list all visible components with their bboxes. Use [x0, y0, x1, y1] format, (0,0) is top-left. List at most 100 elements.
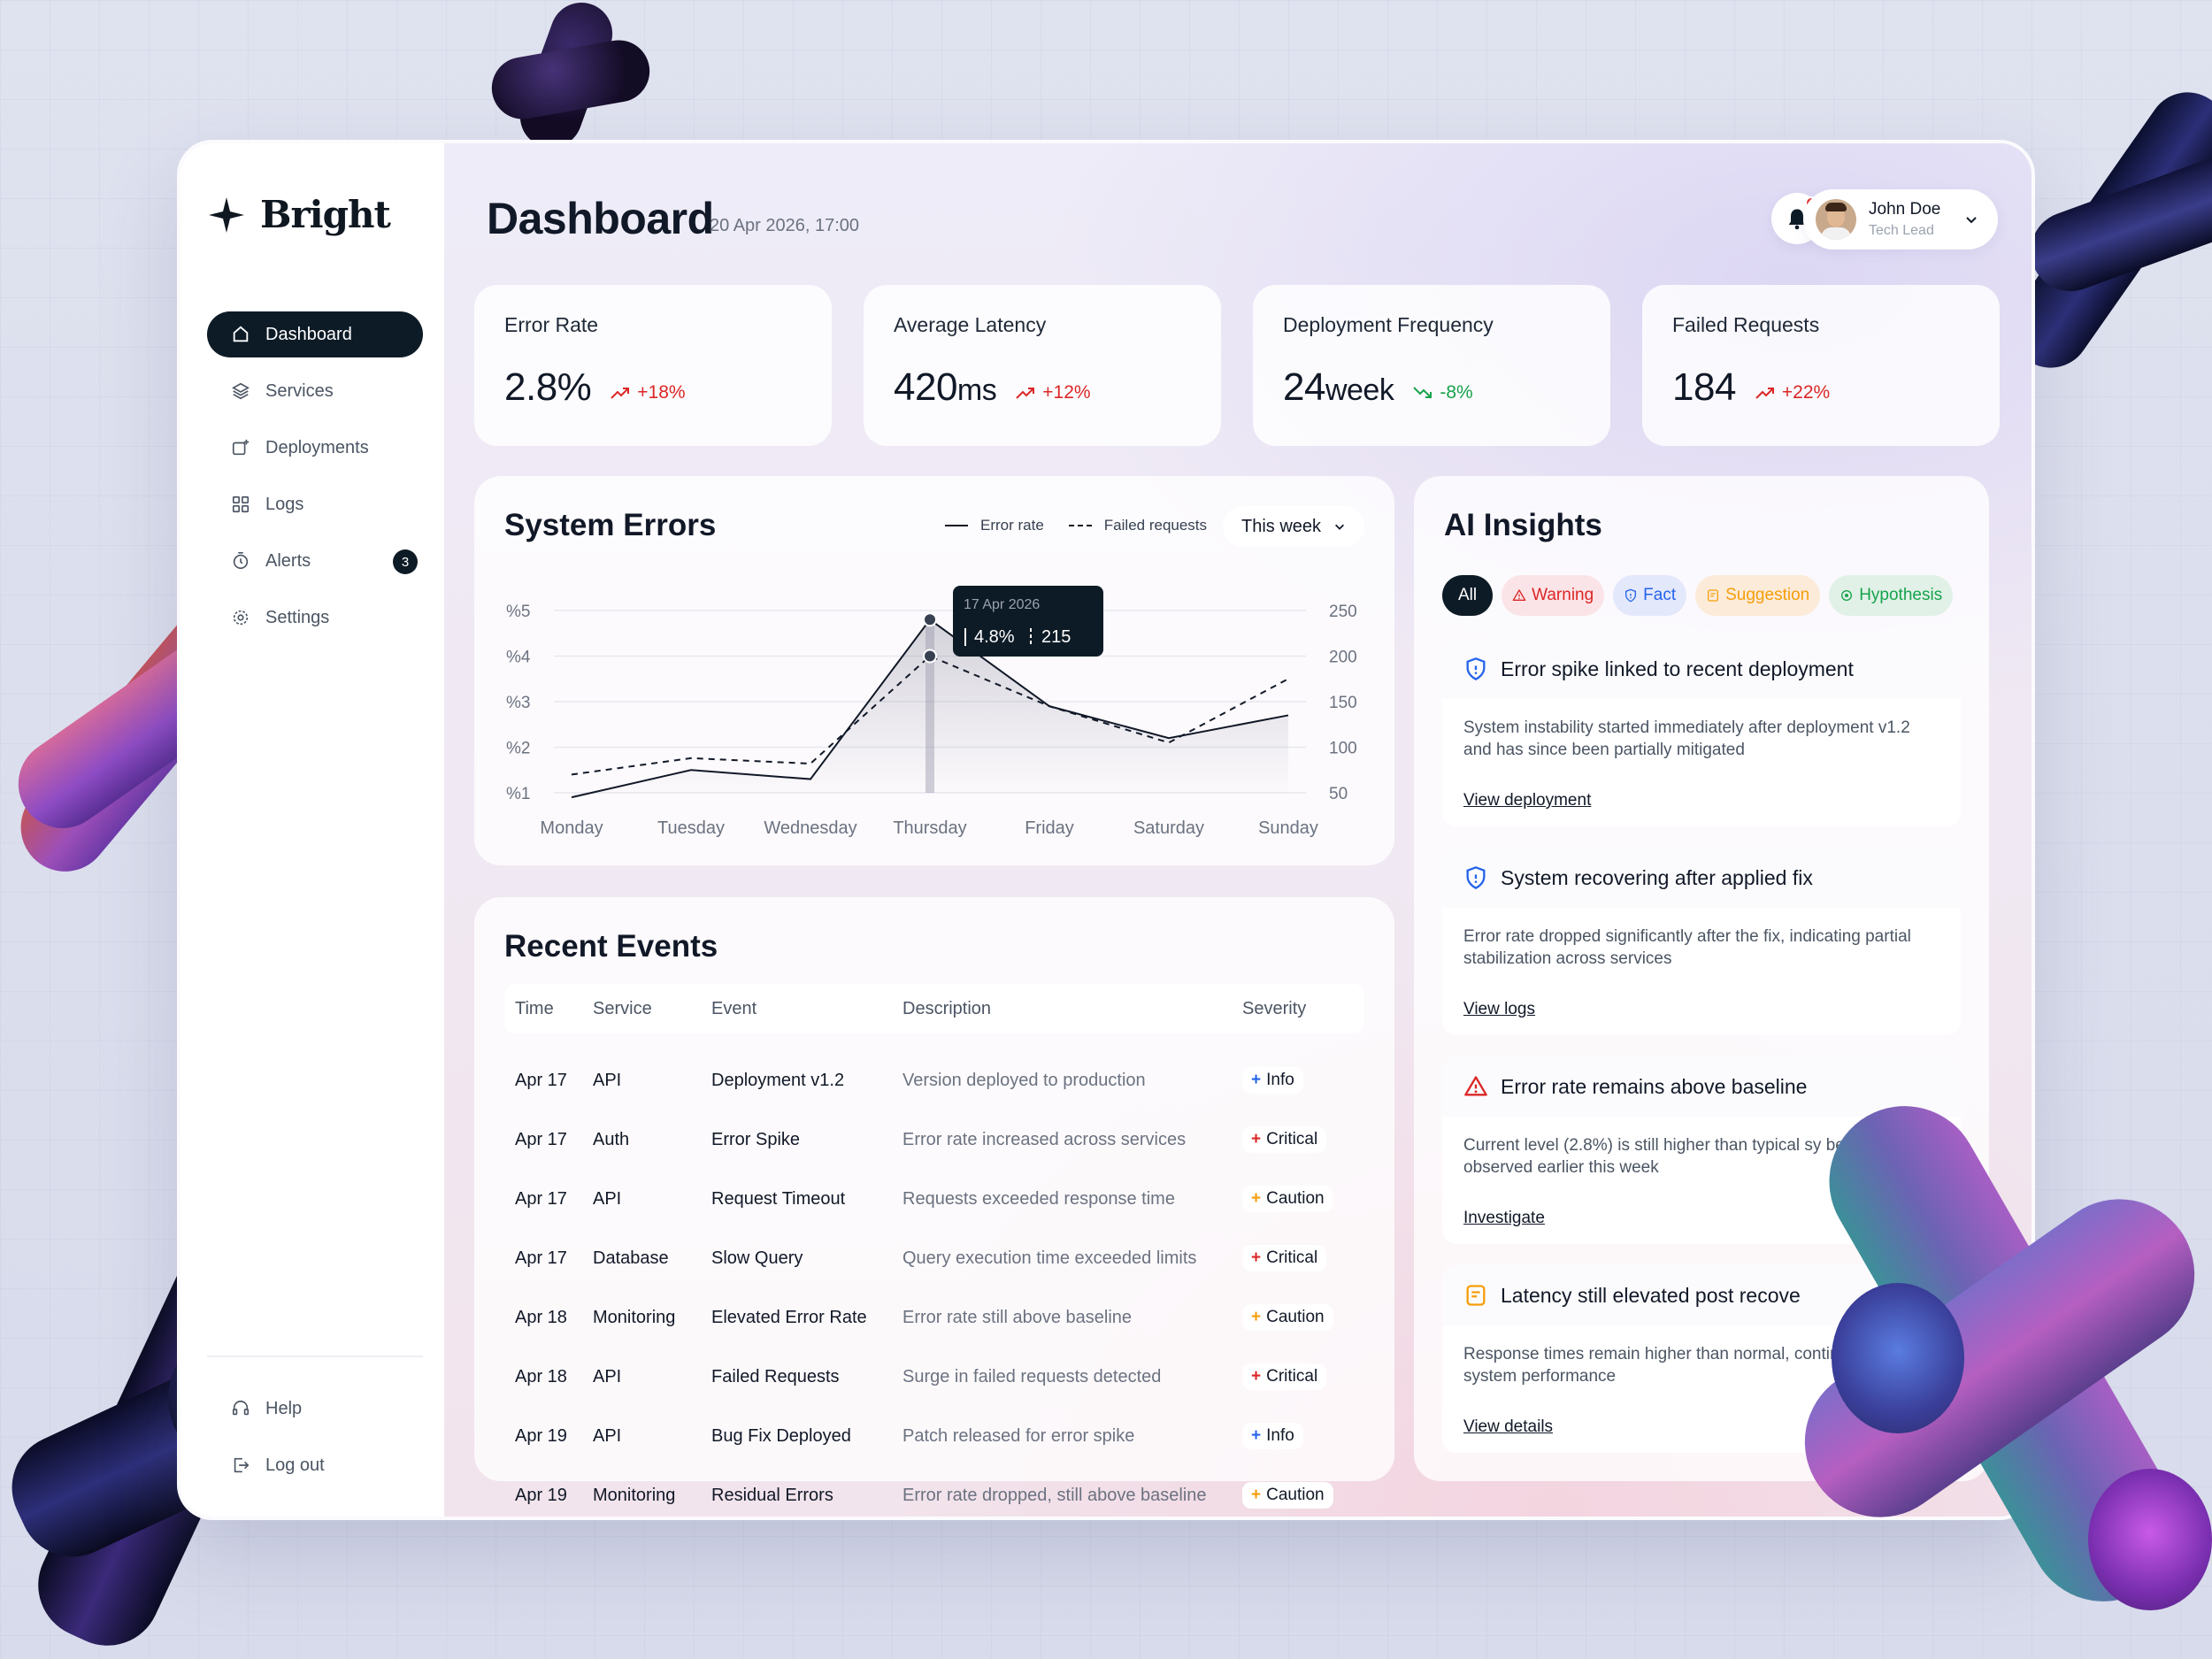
kpi-delta: +22%: [1755, 382, 1830, 403]
user-name: John Doe: [1869, 200, 1941, 219]
col-header-time[interactable]: Time: [515, 998, 554, 1018]
insight-link[interactable]: View logs: [1463, 1000, 1535, 1018]
kpi-card-deployment-frequency[interactable]: Deployment Frequency 24week -8%: [1253, 285, 1610, 446]
col-header-service[interactable]: Service: [593, 998, 652, 1018]
insight-link[interactable]: View deployment: [1463, 791, 1592, 810]
filter-chip-warning[interactable]: Warning: [1502, 575, 1605, 616]
shield-icon: [1466, 657, 1486, 680]
insight-title: Latency still elevated post recove: [1501, 1283, 1801, 1307]
kpi-card-average-latency[interactable]: Average Latency 420ms +12%: [864, 285, 1221, 446]
sidebar-item-services[interactable]: Services: [207, 368, 423, 414]
period-select[interactable]: This week: [1223, 506, 1364, 547]
y-right-tick-label: 150: [1329, 694, 1357, 712]
logout-icon: [230, 1455, 251, 1476]
severity-badge: + Info: [1242, 1067, 1303, 1094]
sidebar-item-logout[interactable]: Log out: [207, 1442, 423, 1488]
note-icon: [1466, 1285, 1486, 1306]
kpi-delta: +18%: [611, 382, 686, 403]
filter-chip-hypothesis[interactable]: Hypothesis: [1829, 575, 1954, 616]
sidebar-nav: Dashboard Services Deployments Logs: [207, 311, 423, 651]
col-header-event[interactable]: Event: [711, 998, 757, 1018]
table-row[interactable]: Apr 17 API Deployment v1.2 Version deplo…: [504, 1056, 1364, 1104]
cell-severity: + Caution: [1239, 1482, 1364, 1509]
failed-requests-line: [571, 655, 1289, 776]
severity-badge: + Caution: [1242, 1304, 1333, 1331]
sidebar-item-logs[interactable]: Logs: [207, 481, 423, 527]
plus-icon: +: [1251, 1426, 1262, 1445]
filter-chip-all[interactable]: All: [1442, 575, 1494, 616]
sidebar-item-label: Alerts: [265, 550, 311, 571]
grid-icon: [230, 494, 251, 515]
cell-service: API: [593, 1070, 622, 1090]
table-row[interactable]: Apr 18 Monitoring Elevated Error Rate Er…: [504, 1294, 1364, 1341]
sidebar-item-label: Help: [265, 1398, 303, 1418]
cell-service: API: [593, 1188, 622, 1209]
insight-header: Error rate remains above baseline: [1442, 1056, 1961, 1117]
app-window: Bright Dashboard Services Deployments: [177, 140, 2035, 1520]
kpi-card-failed-requests[interactable]: Failed Requests 184 +22%: [1642, 285, 2000, 446]
cell-description: Error rate still above baseline: [902, 1307, 1133, 1327]
filter-chip-suggestion[interactable]: Suggestion: [1695, 575, 1821, 616]
kpi-label: Average Latency: [894, 313, 1047, 336]
system-errors-chart[interactable]: %1 %2 %3 %4 %5 50 100 150 200 250 Monday Tuesday Wed…: [474, 476, 1394, 865]
cell-time: Apr 17: [515, 1248, 567, 1268]
sidebar-divider: [207, 1356, 423, 1357]
cell-severity: + Critical: [1239, 1126, 1364, 1153]
kpi-delta: -8%: [1413, 382, 1473, 403]
sidebar-item-deployments[interactable]: Deployments: [207, 425, 423, 471]
insight-link[interactable]: View details: [1463, 1417, 1554, 1436]
sidebar-item-settings[interactable]: Settings: [207, 595, 423, 641]
insight-card: Error spike linked to recent deployment …: [1442, 639, 1961, 826]
col-header-description[interactable]: Description: [902, 998, 992, 1018]
y-left-tick-label: %2: [506, 740, 530, 758]
cell-time: Apr 17: [515, 1070, 567, 1090]
table-row[interactable]: Apr 17 Database Slow Query Query executi…: [504, 1234, 1364, 1282]
main-content: Dashboard 20 Apr 2026, 17:00 John Doe Te…: [444, 143, 2032, 1517]
user-menu[interactable]: John Doe Tech Lead: [1803, 189, 1998, 250]
logo[interactable]: Bright: [207, 193, 391, 236]
kpi-card-error-rate[interactable]: Error Rate 2.8% +18%: [474, 285, 832, 446]
insight-header: Latency still elevated post recove: [1442, 1265, 1961, 1325]
cell-severity: + Caution: [1239, 1304, 1364, 1331]
plus-icon: +: [1251, 1189, 1262, 1208]
insight-title: Error rate remains above baseline: [1501, 1074, 1808, 1098]
table-row[interactable]: Apr 19 Monitoring Residual Errors Error …: [504, 1471, 1364, 1517]
note-icon: [1708, 589, 1719, 602]
table-row[interactable]: Apr 19 API Bug Fix Deployed Patch releas…: [504, 1412, 1364, 1460]
tooltip-count: 215: [1041, 627, 1071, 647]
cell-event: Deployment v1.2: [711, 1070, 845, 1090]
y-left-tick-label: %3: [506, 694, 530, 712]
sidebar-item-alerts[interactable]: Alerts 3: [207, 538, 423, 584]
timer-icon: [230, 550, 251, 572]
insight-link[interactable]: Investigate: [1463, 1209, 1545, 1227]
insight-title: System recovering after applied fix: [1501, 865, 1813, 889]
col-header-severity[interactable]: Severity: [1242, 998, 1307, 1018]
x-tick-label: Monday: [540, 818, 603, 838]
plus-icon: +: [1251, 1071, 1262, 1089]
legend-error-rate: Error rate: [980, 517, 1044, 534]
trend-up-icon: [1016, 388, 1035, 399]
error-rate-area: [572, 619, 1288, 798]
sidebar-item-help[interactable]: Help: [207, 1386, 423, 1432]
y-left-tick-label: %4: [506, 649, 531, 667]
table-row[interactable]: Apr 17 API Request Timeout Requests exce…: [504, 1175, 1364, 1223]
insight-body: Current level (2.8%) is still higher tha…: [1463, 1136, 1891, 1178]
insight-title: Error spike linked to recent deployment: [1501, 657, 1854, 680]
cell-severity: + Caution: [1239, 1186, 1364, 1212]
y-left-tick-label: %5: [506, 603, 530, 621]
filter-chip-fact[interactable]: Fact: [1613, 575, 1687, 616]
cell-description: Error rate dropped, still above baseline: [902, 1485, 1207, 1505]
severity-badge: + Caution: [1242, 1482, 1333, 1509]
sidebar-item-dashboard[interactable]: Dashboard: [207, 311, 423, 357]
sparkle-logo-icon: [209, 196, 244, 233]
page-date: 20 Apr 2026, 17:00: [710, 216, 860, 235]
kpi-value: 2.8%: [504, 365, 592, 409]
plus-icon: +: [1251, 1486, 1262, 1504]
cell-service: Monitoring: [593, 1307, 676, 1327]
cell-service: API: [593, 1425, 622, 1446]
table-row[interactable]: Apr 18 API Failed Requests Surge in fail…: [504, 1353, 1364, 1401]
y-right-tick-label: 200: [1329, 649, 1357, 667]
home-icon: [230, 324, 251, 345]
tooltip-date: 17 Apr 2026: [964, 597, 1040, 612]
table-row[interactable]: Apr 17 Auth Error Spike Error rate incre…: [504, 1116, 1364, 1164]
